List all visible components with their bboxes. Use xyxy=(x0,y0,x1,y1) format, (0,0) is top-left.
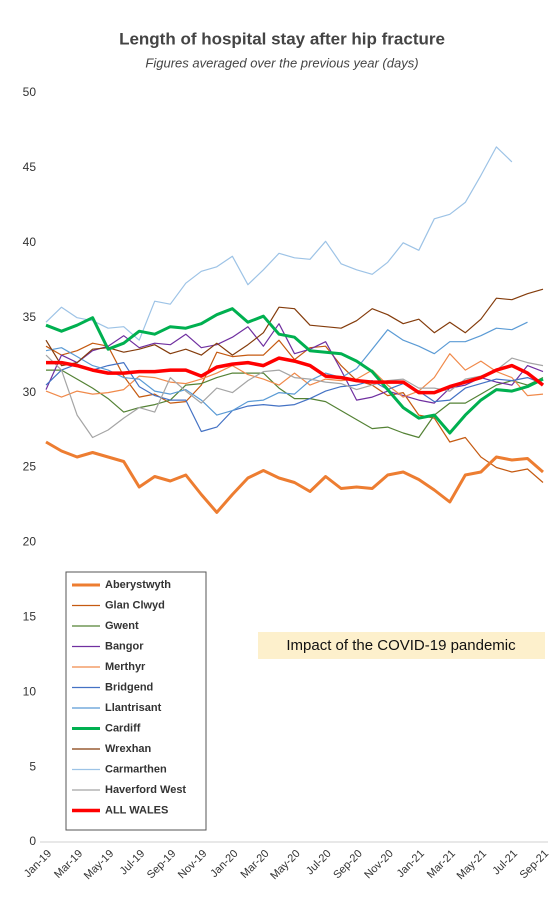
y-tick-label: 10 xyxy=(23,684,37,698)
x-tick-label: Jan-20 xyxy=(208,848,240,880)
legend-label: Aberystwyth xyxy=(105,579,171,591)
x-tick-label: Jul-20 xyxy=(304,848,334,878)
chart-title: Length of hospital stay after hip fractu… xyxy=(119,29,445,48)
series-line xyxy=(45,440,544,514)
x-tick-label: Sep-19 xyxy=(145,848,179,882)
x-tick-label: Mar-21 xyxy=(425,848,458,881)
x-tick-label: Jan-21 xyxy=(395,848,427,880)
series-line xyxy=(45,353,544,398)
x-tick-label: Nov-19 xyxy=(176,848,210,882)
series-line xyxy=(45,321,528,416)
legend-label: Glan Clwyd xyxy=(105,599,165,611)
legend-label: Haverford West xyxy=(105,784,186,796)
x-tick-label: Mar-20 xyxy=(238,848,271,881)
y-tick-label: 20 xyxy=(23,535,37,549)
x-tick-label: Mar-19 xyxy=(52,848,85,881)
x-tick-label: Jul-19 xyxy=(118,848,148,878)
x-tick-label: Sep-21 xyxy=(518,848,552,882)
x-tick-label: May-20 xyxy=(268,848,302,882)
legend-label: Cardiff xyxy=(105,722,141,734)
series-line xyxy=(46,369,544,439)
x-tick-label: Jul-21 xyxy=(490,848,520,878)
series-line xyxy=(46,356,545,395)
y-tick-label: 50 xyxy=(23,85,37,99)
legend-label: Bridgend xyxy=(105,681,153,693)
y-tick-label: 45 xyxy=(23,160,37,174)
legend: Aberystwyth Glan Clwyd Gwent Bangor Merthyr B… xyxy=(72,579,186,816)
series-line xyxy=(45,354,544,439)
annotation-box xyxy=(258,632,545,659)
series-line xyxy=(45,307,544,435)
x-tick-label: May-19 xyxy=(82,848,116,882)
legend-box xyxy=(65,571,207,831)
legend-label: Carmarthen xyxy=(105,763,167,775)
series-line xyxy=(45,288,544,367)
y-tick-label: 35 xyxy=(23,310,37,324)
legend-label: Wrexhan xyxy=(105,743,152,755)
y-tick-label: 40 xyxy=(23,235,37,249)
y-tick-label: 25 xyxy=(23,460,37,474)
series-line xyxy=(45,362,544,433)
series-line xyxy=(45,146,513,341)
legend-label: Bangor xyxy=(105,640,144,652)
legend-label: Gwent xyxy=(105,620,139,632)
y-tick-label: 15 xyxy=(23,609,37,623)
y-tick-label: 5 xyxy=(29,759,36,773)
x-tick-label: May-21 xyxy=(455,848,489,882)
x-tick-label: Sep-20 xyxy=(331,848,365,882)
x-tick-label: Nov-20 xyxy=(362,848,396,882)
y-tick-label: 30 xyxy=(23,385,37,399)
legend-label: Llantrisant xyxy=(105,702,162,714)
x-tick-label: Jan-19 xyxy=(22,848,54,880)
legend-label: ALL WALES xyxy=(105,804,168,816)
annotation: Impact of the COVID-19 pandemic xyxy=(286,637,516,654)
legend-label: Merthyr xyxy=(105,661,146,673)
y-tick-label: 0 xyxy=(29,834,36,848)
chart-subtitle: Figures averaged over the previous year … xyxy=(145,55,418,70)
